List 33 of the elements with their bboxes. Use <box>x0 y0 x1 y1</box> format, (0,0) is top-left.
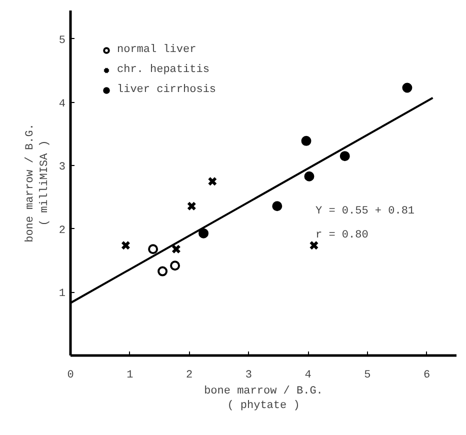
point <box>402 82 412 93</box>
y-tick-label: 3 <box>58 162 66 174</box>
y-tick-label: 4 <box>58 98 66 110</box>
legend-label: normal liver <box>117 44 196 56</box>
point <box>158 266 168 276</box>
annotation: Y = 0.55 + 0.81 <box>316 206 415 218</box>
y-tick-label: 1 <box>58 288 66 300</box>
y-axis-title: bone marrow / B.G. ( milliMISA ) <box>24 124 51 242</box>
x-axis-title: bone marrow / B.G. ( phytate ) <box>204 386 323 412</box>
point <box>309 240 319 250</box>
point <box>198 228 209 238</box>
x-tick-label: 4 <box>304 370 312 382</box>
point <box>301 136 312 146</box>
point <box>148 244 158 254</box>
x-tick-label: 0 <box>67 370 74 382</box>
point <box>272 201 282 212</box>
point <box>121 240 130 250</box>
x-tick-label: 2 <box>186 370 193 382</box>
point <box>172 244 181 254</box>
x-tick-label: 6 <box>424 370 430 382</box>
annotation: r = 0.80 <box>316 230 368 242</box>
x-tick-label: 3 <box>245 370 252 382</box>
y-tick-label: 5 <box>58 34 66 47</box>
point <box>170 260 180 271</box>
y-tick-label: 2 <box>58 224 66 237</box>
x-tick-label: 5 <box>364 370 371 382</box>
point <box>340 151 350 162</box>
point <box>304 171 314 182</box>
legend-label: chr. hepatitis <box>117 64 210 76</box>
point <box>186 201 196 211</box>
legend-label: liver cirrhosis <box>117 84 216 96</box>
point <box>208 176 218 186</box>
x-tick-label: 1 <box>126 370 134 382</box>
